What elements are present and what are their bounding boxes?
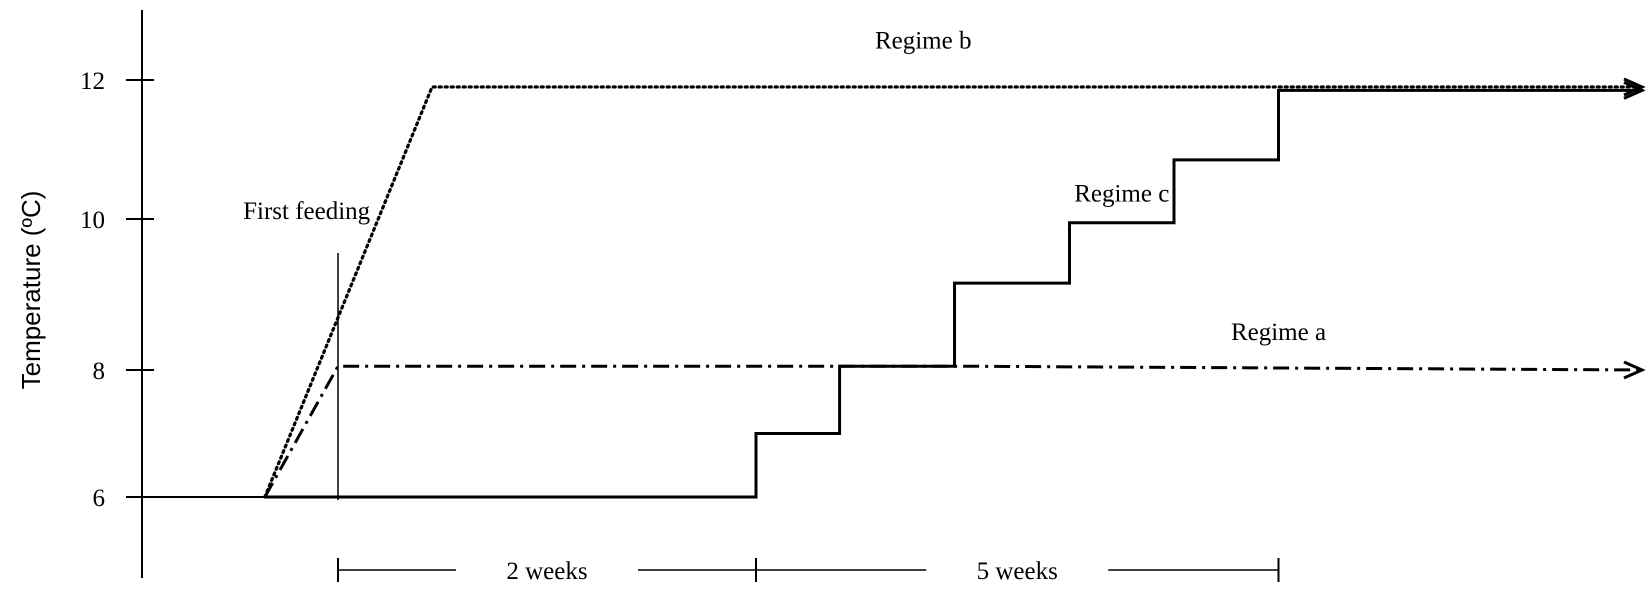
regime-b-line [263,85,1644,499]
regime-c-label: Regime c [1074,181,1169,208]
regime-a-arrowhead [1623,360,1646,380]
y-tick-label-10: 10 [80,207,105,234]
regime-a-label: Regime a [1231,319,1326,346]
axes: 6 8 10 12 [80,10,154,578]
regime-c-line [264,88,1642,499]
y-tick-label-8: 8 [93,358,106,385]
annotation-layer: First feeding Regime b Regime c Regime a [243,28,1326,501]
first-feeding-label: First feeding [243,198,371,225]
span-layer: 2 weeks 5 weeks [337,558,1280,585]
span-2-weeks-label: 2 weeks [506,558,587,585]
series-layer [142,77,1646,499]
y-tick-label-6: 6 [93,485,106,512]
span-5-weeks-label: 5 weeks [977,558,1058,585]
regime-a-line [263,364,1643,498]
y-axis-label: Temperature (ºC) [16,191,46,390]
regime-b-arrowhead [1623,77,1646,97]
regime-b-label: Regime b [875,28,972,55]
y-tick-label-12: 12 [80,68,105,95]
regime-c-arrowhead [1623,81,1646,100]
